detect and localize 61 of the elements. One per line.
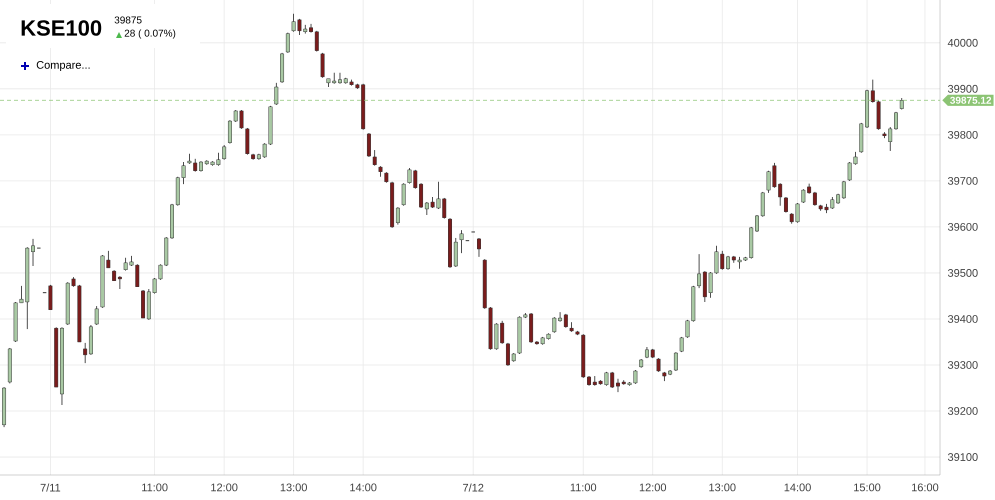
candlestick [372, 150, 377, 166]
candlestick [564, 314, 568, 328]
annotation: Compare... [36, 61, 90, 71]
candlestick [384, 172, 388, 184]
candlestick [378, 166, 383, 178]
x-tick-label: 12:00 [640, 484, 666, 492]
x-tick-label: 7/11 [40, 484, 60, 492]
y-tick-label: 39500 [948, 269, 978, 277]
x-tick-label: 13:00 [280, 484, 307, 492]
candlestick [222, 144, 226, 160]
candlestick [124, 257, 128, 271]
x-tick-label: 7/12 [463, 484, 484, 492]
candlestick [320, 52, 325, 78]
candlestick [570, 322, 574, 332]
candlestick [680, 336, 684, 352]
candlestick [853, 152, 858, 166]
candlestick [454, 238, 458, 268]
candlestick [396, 206, 400, 225]
y-tick-label: 39800 [948, 130, 978, 139]
candlestick [848, 162, 852, 182]
y-tick-label: 39300 [948, 361, 978, 369]
candlestick [366, 132, 371, 158]
x-tick-label: 14:00 [784, 484, 811, 492]
x-tick-label: 13:00 [709, 484, 736, 492]
x-tick-label: 16:00 [912, 484, 938, 492]
annotation: 28 ( 0.07%) [124, 29, 176, 39]
y-tick-label: 39700 [948, 176, 978, 185]
y-tick-label: 39600 [948, 223, 978, 231]
candlestick [656, 358, 661, 372]
candlestick [274, 82, 278, 106]
candlestick [674, 352, 678, 372]
y-tick-label: 39400 [948, 315, 978, 323]
candlestick [766, 170, 771, 194]
candlestick [842, 180, 846, 200]
candlestick [292, 13, 296, 32]
x-tick-label: 11:00 [142, 484, 168, 492]
y-tick-label: 39900 [948, 84, 978, 93]
candlestick [94, 306, 99, 326]
text: KSE100 [22, 20, 102, 36]
x-tick-label: 11:00 [570, 484, 596, 492]
candlestick [633, 370, 638, 384]
candlestick [476, 238, 481, 258]
candlestick [900, 98, 904, 110]
x-tick-label: 12:00 [211, 484, 238, 492]
candlestick [112, 270, 116, 282]
y-tick-label: 39200 [948, 407, 978, 415]
candlestick [812, 192, 817, 206]
candlestick [402, 182, 406, 206]
candlestick [460, 230, 464, 254]
y-tick-label: 40000 [948, 38, 978, 47]
candlestick [697, 254, 702, 288]
candlestick [48, 284, 52, 310]
x-tick-label: 15:00 [854, 484, 880, 492]
candlestick [216, 152, 220, 166]
ref-line-label: 39875.12 [950, 96, 992, 104]
x-tick-label: 14:00 [350, 484, 376, 492]
candlestick [286, 32, 290, 54]
candlestick [83, 342, 88, 364]
text: 39875 [114, 16, 142, 24]
candlestick [784, 196, 788, 213]
y-tick-label: 39100 [948, 453, 978, 461]
